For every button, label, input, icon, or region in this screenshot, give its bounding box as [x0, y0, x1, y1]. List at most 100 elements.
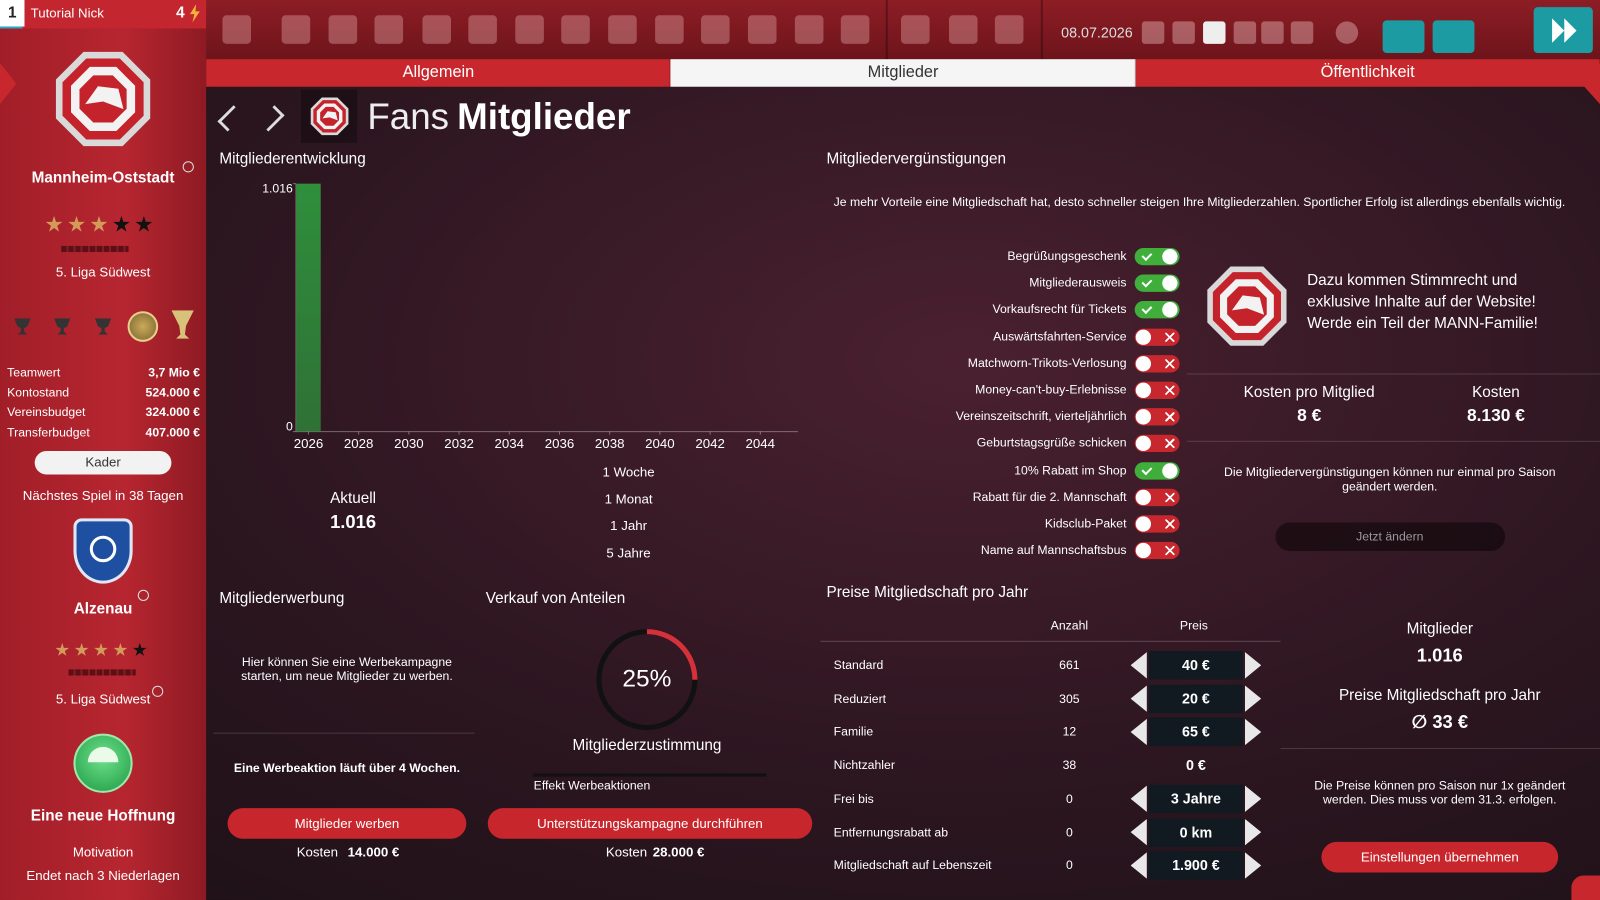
benefit-toggle[interactable] — [1134, 488, 1180, 506]
menu-icon[interactable] — [328, 15, 358, 44]
price-field[interactable] — [1148, 851, 1243, 880]
medal — [127, 311, 159, 342]
benefit-toggle[interactable] — [1134, 354, 1180, 373]
toggle-symbol[interactable] — [1141, 464, 1153, 475]
benefit-toggle[interactable] — [1134, 381, 1180, 399]
toggle-symbol[interactable] — [1141, 276, 1153, 288]
toggle-symbol[interactable] — [1165, 332, 1175, 342]
price-row-price[interactable]: 1.900 € — [1172, 856, 1220, 874]
tool-icon[interactable] — [1290, 21, 1314, 44]
menu-icon[interactable] — [374, 15, 404, 44]
price-field[interactable] — [1148, 817, 1243, 847]
squad-button[interactable] — [34, 451, 172, 475]
benefit-toggle[interactable] — [1134, 435, 1180, 453]
calendar-button[interactable] — [1432, 20, 1475, 54]
recruit-button[interactable] — [227, 808, 467, 839]
change-button[interactable] — [1275, 522, 1506, 552]
toggle-knob[interactable] — [1135, 382, 1152, 398]
menu-icon[interactable] — [608, 15, 637, 44]
recruit-button-label[interactable]: Mitglieder werben — [294, 815, 400, 831]
menu-icon[interactable] — [515, 15, 544, 44]
price-row-price[interactable]: 65 € — [1182, 723, 1210, 740]
menu-icon[interactable] — [222, 15, 252, 44]
tool-icon[interactable] — [1203, 21, 1226, 44]
tab-label[interactable]: Allgemein — [402, 63, 475, 82]
tab-label[interactable]: Mitglieder — [867, 63, 939, 82]
price-row-count: 305 — [1059, 691, 1080, 706]
tool-icon[interactable] — [1172, 21, 1195, 44]
price-row-price[interactable]: 3 Jahre — [1170, 790, 1221, 807]
divider — [820, 640, 1281, 642]
toggle-knob[interactable] — [1162, 302, 1178, 318]
menu-icon[interactable] — [747, 15, 777, 44]
period-option[interactable]: 1 Monat — [604, 491, 653, 507]
tab[interactable] — [206, 59, 671, 87]
price-field[interactable] — [1148, 684, 1243, 713]
benefit-toggle[interactable] — [1134, 247, 1180, 266]
finance-label: Transferbudget — [7, 425, 90, 440]
campaign-button-label[interactable]: Unterstützungskampagne durchführen — [537, 815, 763, 831]
price-row-price[interactable]: 0 km — [1179, 823, 1213, 840]
tool-icon[interactable] — [1141, 21, 1165, 44]
menu-icon[interactable] — [794, 15, 824, 44]
squad-button-label[interactable]: Kader — [85, 454, 121, 470]
tool-icon[interactable] — [1233, 21, 1257, 44]
benefit-toggle[interactable] — [1134, 408, 1180, 426]
benefit-toggle[interactable] — [1134, 461, 1180, 480]
tab[interactable] — [1135, 59, 1600, 87]
menu-icon[interactable] — [281, 15, 311, 44]
toggle-symbol[interactable] — [1165, 519, 1175, 529]
menu-icon[interactable] — [901, 15, 930, 44]
toggle-knob[interactable] — [1135, 489, 1152, 505]
toggle-knob[interactable] — [1135, 329, 1152, 345]
price-field[interactable] — [1148, 651, 1243, 680]
menu-icon[interactable] — [468, 15, 497, 44]
toggle-knob[interactable] — [1135, 516, 1152, 532]
menu-icon[interactable] — [655, 15, 684, 44]
apply-button[interactable] — [1321, 841, 1559, 873]
toggle-knob[interactable] — [1135, 436, 1152, 452]
toggle-symbol[interactable] — [1165, 492, 1175, 502]
benefit-toggle[interactable] — [1134, 328, 1180, 346]
benefit-toggle[interactable] — [1134, 274, 1180, 293]
toggle-symbol[interactable] — [1165, 546, 1175, 556]
motivation-icon — [73, 733, 133, 793]
calendar-button[interactable] — [1382, 20, 1425, 54]
menu-icon[interactable] — [701, 15, 730, 44]
menu-icon[interactable] — [948, 15, 978, 44]
period-option[interactable]: 5 Jahre — [606, 544, 651, 560]
toggle-knob[interactable] — [1135, 355, 1152, 372]
benefit-toggle[interactable] — [1134, 515, 1180, 533]
apply-button-label[interactable]: Einstellungen übernehmen — [1360, 849, 1519, 865]
menu-icon[interactable] — [422, 15, 452, 44]
toggle-knob[interactable] — [1135, 409, 1152, 425]
help-badge[interactable] — [1571, 875, 1600, 900]
tool-icon[interactable] — [1261, 21, 1284, 44]
change-button-label[interactable]: Jetzt ändern — [1356, 529, 1424, 544]
benefit-toggle[interactable] — [1134, 301, 1180, 319]
period-option[interactable]: 1 Woche — [602, 464, 655, 480]
toggle-knob[interactable] — [1162, 248, 1178, 265]
price-row-price[interactable]: 20 € — [1182, 690, 1210, 707]
toggle-knob[interactable] — [1162, 462, 1178, 479]
price-row-price[interactable]: 40 € — [1182, 656, 1210, 674]
price-field[interactable] — [1148, 784, 1243, 814]
menu-icon[interactable] — [561, 15, 590, 44]
toggle-symbol[interactable] — [1141, 303, 1153, 315]
benefit-toggle[interactable] — [1134, 542, 1180, 560]
tab-label[interactable]: Öffentlichkeit — [1320, 63, 1415, 82]
toggle-knob[interactable] — [1162, 275, 1178, 292]
tool-icon[interactable] — [1335, 21, 1359, 44]
price-field[interactable] — [1148, 717, 1243, 747]
toggle-symbol[interactable] — [1165, 385, 1175, 395]
toggle-symbol[interactable] — [1165, 358, 1175, 369]
toggle-symbol[interactable] — [1141, 250, 1153, 262]
tab[interactable] — [670, 59, 1136, 87]
period-option[interactable]: 1 Jahr — [610, 517, 648, 534]
toggle-symbol[interactable] — [1165, 439, 1175, 449]
toggle-symbol[interactable] — [1165, 412, 1175, 422]
menu-icon[interactable] — [994, 15, 1024, 44]
toggle-knob[interactable] — [1135, 543, 1152, 559]
menu-icon[interactable] — [840, 15, 870, 44]
campaign-button[interactable] — [487, 808, 813, 839]
